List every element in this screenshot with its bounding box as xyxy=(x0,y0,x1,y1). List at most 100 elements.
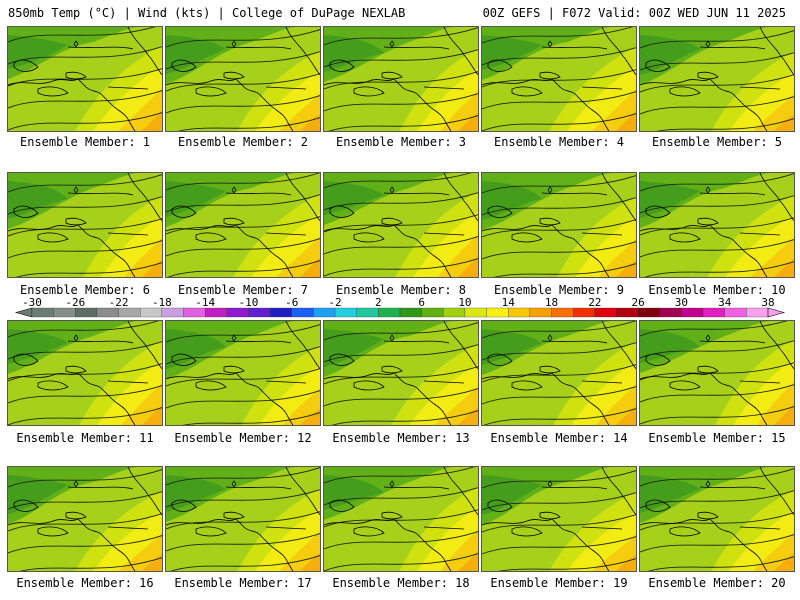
colorbar-tick-label: 18 xyxy=(544,296,559,309)
colorbar-swatch xyxy=(291,307,314,318)
ensemble-member-label: Ensemble Member: 6 xyxy=(19,283,151,297)
temperature-map xyxy=(640,467,794,571)
model-run-info: 00Z GEFS | F072 Valid: 00Z WED JUN 11 20… xyxy=(482,6,786,20)
ensemble-member-label: Ensemble Member: 14 xyxy=(490,431,628,445)
colorbar-swatch xyxy=(313,307,336,318)
ensemble-panel-7[interactable] xyxy=(165,172,321,278)
colorbar-swatch xyxy=(724,307,747,318)
ensemble-member-label: Ensemble Member: 13 xyxy=(332,431,470,445)
colorbar-tick-label: -30 xyxy=(22,296,42,309)
ensemble-panel-17[interactable] xyxy=(165,466,321,572)
colorbar-swatch xyxy=(464,307,487,318)
temperature-map xyxy=(482,27,636,131)
ensemble-panel-6[interactable] xyxy=(7,172,163,278)
colorbar-tick-label: -6 xyxy=(285,296,299,309)
ensemble-member-label: Ensemble Member: 18 xyxy=(332,576,470,590)
colorbar-swatch xyxy=(161,307,184,318)
ensemble-member-label: Ensemble Member: 11 xyxy=(16,431,154,445)
colorbar-tick-label: 26 xyxy=(631,296,645,309)
ensemble-panel-20[interactable] xyxy=(639,466,795,572)
colorbar-swatch xyxy=(226,307,249,318)
ensemble-member-label: Ensemble Member: 7 xyxy=(177,283,309,297)
colorbar-swatch xyxy=(334,307,357,318)
ensemble-member-label: Ensemble Member: 16 xyxy=(16,576,154,590)
ensemble-member-label: Ensemble Member: 17 xyxy=(174,576,312,590)
colorbar-swatch xyxy=(75,307,98,318)
ensemble-panel-9[interactable] xyxy=(481,172,637,278)
colorbar-swatch xyxy=(529,307,552,318)
temperature-map xyxy=(8,321,162,425)
ensemble-panel-14[interactable] xyxy=(481,320,637,426)
ensemble-member-label: Ensemble Member: 10 xyxy=(648,283,786,297)
temperature-map xyxy=(640,27,794,131)
colorbar-swatch xyxy=(183,307,206,318)
colorbar-tick-label: -10 xyxy=(238,296,259,309)
ensemble-panel-13[interactable] xyxy=(323,320,479,426)
ensemble-panel-16[interactable] xyxy=(7,466,163,572)
ensemble-member-label: Ensemble Member: 9 xyxy=(493,283,625,297)
temperature-map xyxy=(482,173,636,277)
colorbar-tick-label: 34 xyxy=(718,296,732,309)
ensemble-member-label: Ensemble Member: 3 xyxy=(335,135,467,149)
colorbar-tick-label: 14 xyxy=(501,296,515,309)
ensemble-member-label: Ensemble Member: 12 xyxy=(174,431,312,445)
colorbar-tick-label: 38 xyxy=(761,296,775,309)
ensemble-panel-11[interactable] xyxy=(7,320,163,426)
ensemble-panel-12[interactable] xyxy=(165,320,321,426)
colorbar-swatch xyxy=(637,307,660,318)
temperature-map xyxy=(166,173,320,277)
colorbar-swatch xyxy=(269,307,292,318)
colorbar-swatch xyxy=(508,307,531,318)
temperature-map xyxy=(8,27,162,131)
ensemble-panel-1[interactable] xyxy=(7,26,163,132)
ensemble-member-label: Ensemble Member: 2 xyxy=(177,135,309,149)
temperature-map xyxy=(8,467,162,571)
temperature-map xyxy=(324,321,478,425)
temperature-colorbar xyxy=(14,307,786,318)
ensemble-panel-15[interactable] xyxy=(639,320,795,426)
temperature-map xyxy=(640,173,794,277)
colorbar-tick-label: -2 xyxy=(328,296,342,309)
ensemble-panel-4[interactable] xyxy=(481,26,637,132)
temperature-map xyxy=(482,321,636,425)
colorbar-swatch xyxy=(205,307,227,318)
temperature-map xyxy=(166,321,320,425)
temperature-map xyxy=(324,27,478,131)
colorbar-tick-label: -26 xyxy=(65,296,86,309)
ensemble-panel-5[interactable] xyxy=(639,26,795,132)
colorbar-swatch xyxy=(53,307,76,318)
colorbar-swatch xyxy=(551,307,574,318)
temperature-map xyxy=(324,173,478,277)
colorbar-swatch xyxy=(378,307,401,318)
ensemble-member-label: Ensemble Member: 5 xyxy=(651,135,783,149)
colorbar-swatch xyxy=(140,307,163,318)
temperature-map xyxy=(324,467,478,571)
colorbar-swatch xyxy=(248,307,271,318)
ensemble-panel-2[interactable] xyxy=(165,26,321,132)
colorbar-swatch xyxy=(746,307,769,318)
ensemble-panel-18[interactable] xyxy=(323,466,479,572)
colorbar-swatch xyxy=(443,307,466,318)
ensemble-member-label: Ensemble Member: 1 xyxy=(19,135,151,149)
ensemble-panel-10[interactable] xyxy=(639,172,795,278)
colorbar-tick-label: 10 xyxy=(458,296,472,309)
ensemble-panel-3[interactable] xyxy=(323,26,479,132)
colorbar-swatch xyxy=(356,307,379,318)
temperature-map xyxy=(166,27,320,131)
colorbar-tick-label: -22 xyxy=(108,296,129,309)
colorbar-tick-label: 22 xyxy=(588,296,602,309)
colorbar-swatch xyxy=(96,307,119,318)
colorbar-swatch xyxy=(594,307,617,318)
ensemble-panel-19[interactable] xyxy=(481,466,637,572)
colorbar-tick-label: -18 xyxy=(151,296,172,309)
ensemble-member-label: Ensemble Member: 15 xyxy=(648,431,786,445)
colorbar-swatch xyxy=(399,307,422,318)
temperature-map xyxy=(8,173,162,277)
ensemble-member-label: Ensemble Member: 4 xyxy=(493,135,625,149)
temperature-map xyxy=(482,467,636,571)
colorbar-tick-label: 2 xyxy=(375,296,382,309)
ensemble-member-label: Ensemble Member: 20 xyxy=(648,576,786,590)
colorbar-tick-label: 30 xyxy=(674,296,689,309)
colorbar-tick-label: -14 xyxy=(195,296,216,309)
ensemble-panel-8[interactable] xyxy=(323,172,479,278)
